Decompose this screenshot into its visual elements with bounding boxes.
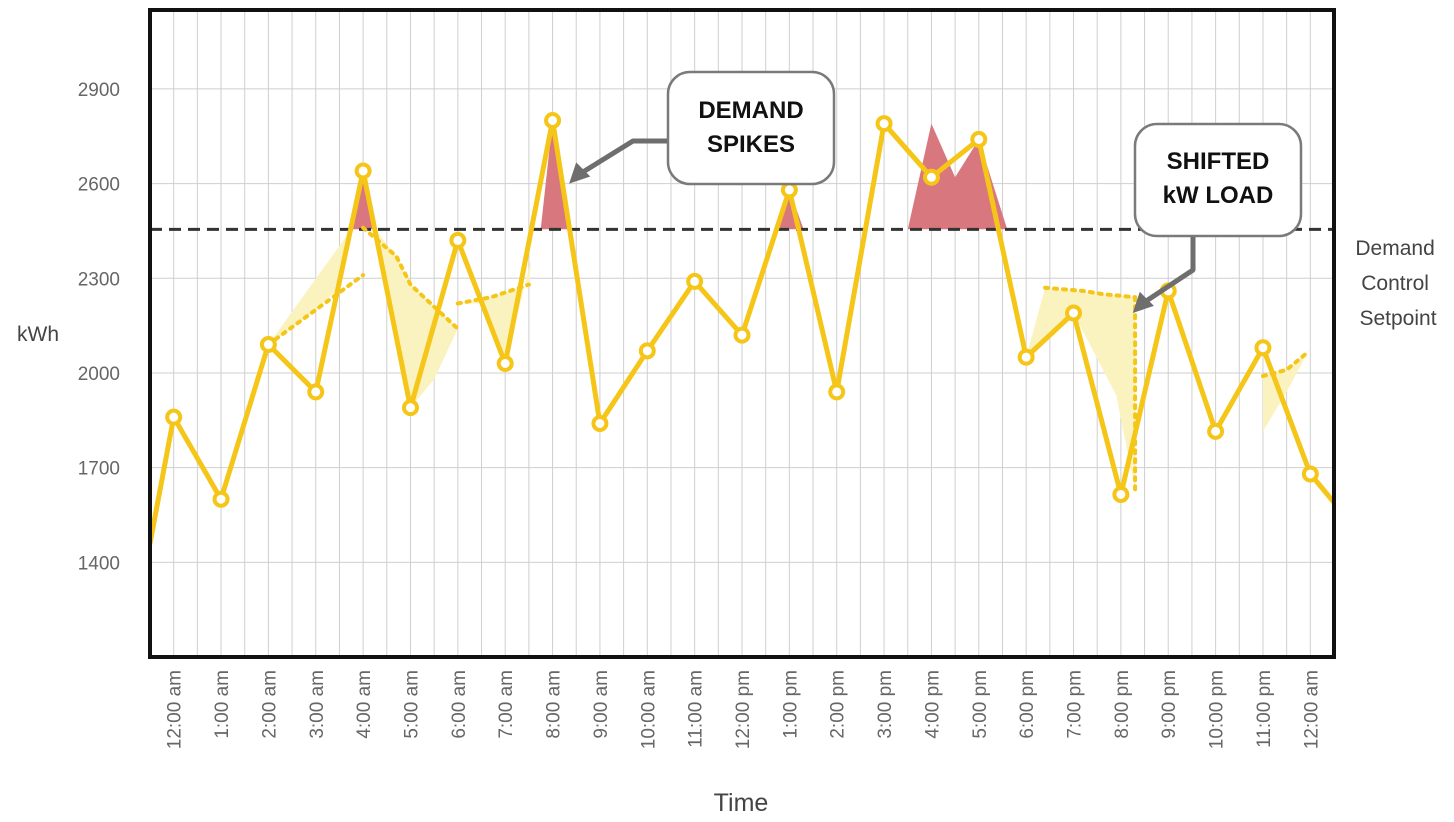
setpoint-label-line: Control — [1361, 272, 1429, 295]
data-point — [1112, 485, 1130, 503]
shifted-load-area — [375, 229, 458, 408]
data-point — [970, 130, 988, 148]
data-point — [1301, 465, 1319, 483]
x-tick-label: 5:00 pm — [970, 670, 991, 739]
callout-text: kW LOAD — [1163, 182, 1274, 209]
shifted-load-regions — [268, 229, 1311, 490]
data-point — [449, 231, 467, 249]
x-tick-label: 11:00 pm — [1254, 670, 1275, 748]
shifted-load-area — [1263, 347, 1311, 432]
annotations: DEMAND SPIKES SHIFTED kW LOAD — [569, 70, 1303, 313]
x-tick-label: 3:00 am — [307, 670, 328, 739]
plot-frame-group — [148, 8, 1336, 659]
shifted-load-area — [268, 229, 352, 345]
x-axis-ticks: 12:00 am 1:00 am 2:00 am 3:00 am 4:00 am 5:00… — [165, 670, 1323, 749]
demand-spike-area — [907, 123, 1008, 230]
x-tick-label: 4:00 am — [354, 670, 375, 739]
shifted-load-dotted-line — [455, 282, 531, 306]
x-tick-label: 9:00 am — [591, 670, 612, 739]
data-point — [1065, 304, 1083, 322]
setpoint-label-line: Demand — [1355, 237, 1434, 260]
x-tick-label: 1:00 pm — [780, 670, 801, 739]
callout-arrowhead — [569, 162, 591, 184]
x-tick-label: 12:00 pm — [733, 670, 754, 749]
x-tick-label: 6:00 pm — [1017, 670, 1038, 739]
demand-spike-regions — [351, 120, 1008, 230]
x-tick-label: 12:00 am — [1301, 670, 1322, 749]
x-tick-label: 5:00 am — [401, 670, 422, 739]
x-tick-label: 7:00 pm — [1065, 670, 1086, 739]
x-tick-label: 4:00 pm — [922, 670, 943, 739]
y-tick-label: 2300 — [78, 269, 120, 290]
y-axis-label: kWh — [17, 323, 59, 346]
data-point — [401, 399, 419, 417]
callout: SHIFTED kW LOAD — [1132, 122, 1303, 313]
y-tick-label: 1400 — [78, 553, 120, 574]
data-point — [544, 111, 562, 129]
x-tick-label: 10:00 pm — [1207, 670, 1228, 749]
data-point — [638, 342, 656, 360]
data-point — [875, 115, 893, 133]
x-tick-label: 12:00 am — [165, 670, 186, 749]
callout: DEMAND SPIKES — [569, 70, 836, 186]
data-point — [1017, 348, 1035, 366]
data-point — [259, 336, 277, 354]
x-tick-label: 8:00 pm — [1112, 670, 1133, 739]
x-tick-label: 6:00 am — [449, 670, 470, 739]
setpoint-label-line: Setpoint — [1359, 307, 1436, 330]
callout-box — [666, 70, 836, 186]
x-tick-label: 10:00 am — [638, 670, 659, 749]
x-tick-label: 2:00 am — [259, 670, 280, 739]
callout-text: DEMAND — [698, 97, 803, 124]
data-point — [591, 414, 609, 432]
data-point — [1207, 422, 1225, 440]
shifted-load-area — [457, 259, 532, 364]
callout-arrow-line — [1140, 237, 1196, 307]
callout-text: SPIKES — [707, 131, 795, 158]
kwh-series — [150, 111, 1334, 546]
callout-box — [1133, 122, 1303, 238]
data-point — [1254, 339, 1272, 357]
data-point — [496, 354, 514, 372]
data-point — [780, 181, 798, 199]
x-tick-label: 1:00 am — [212, 670, 233, 739]
plot-frame — [148, 8, 1336, 659]
shifted-load-dotted-line — [1043, 285, 1138, 300]
data-point — [165, 408, 183, 426]
x-tick-label: 11:00 am — [686, 670, 707, 748]
x-tick-label: 9:00 pm — [1159, 670, 1180, 739]
y-axis-ticks: 1400 1700 2000 2300 2600 2900 — [78, 80, 120, 574]
data-point — [828, 383, 846, 401]
demand-spike-area — [351, 171, 375, 230]
callout-arrowhead — [1132, 291, 1154, 313]
shifted-load-dotted-line — [266, 273, 366, 347]
x-tick-label: 2:00 pm — [828, 670, 849, 739]
y-tick-label: 2000 — [78, 364, 120, 385]
data-point — [922, 168, 940, 186]
data-point — [733, 326, 751, 344]
x-tick-label: 3:00 pm — [875, 670, 896, 739]
data-point — [686, 272, 704, 290]
data-point — [354, 162, 372, 180]
x-tick-label: 8:00 am — [544, 670, 565, 739]
callout-arrow-line — [575, 138, 667, 178]
shifted-load-area — [1026, 287, 1136, 490]
y-tick-label: 2600 — [78, 175, 120, 196]
y-tick-label: 1700 — [78, 459, 120, 480]
setpoint-label: Demand Control Setpoint — [1355, 237, 1440, 330]
y-tick-label: 2900 — [78, 80, 120, 101]
data-point — [307, 383, 325, 401]
demand-spike-area — [540, 120, 570, 230]
x-axis-label: Time — [714, 789, 769, 817]
callout-text: SHIFTED — [1167, 148, 1270, 175]
data-point — [212, 490, 230, 508]
x-tick-label: 7:00 am — [496, 670, 517, 739]
